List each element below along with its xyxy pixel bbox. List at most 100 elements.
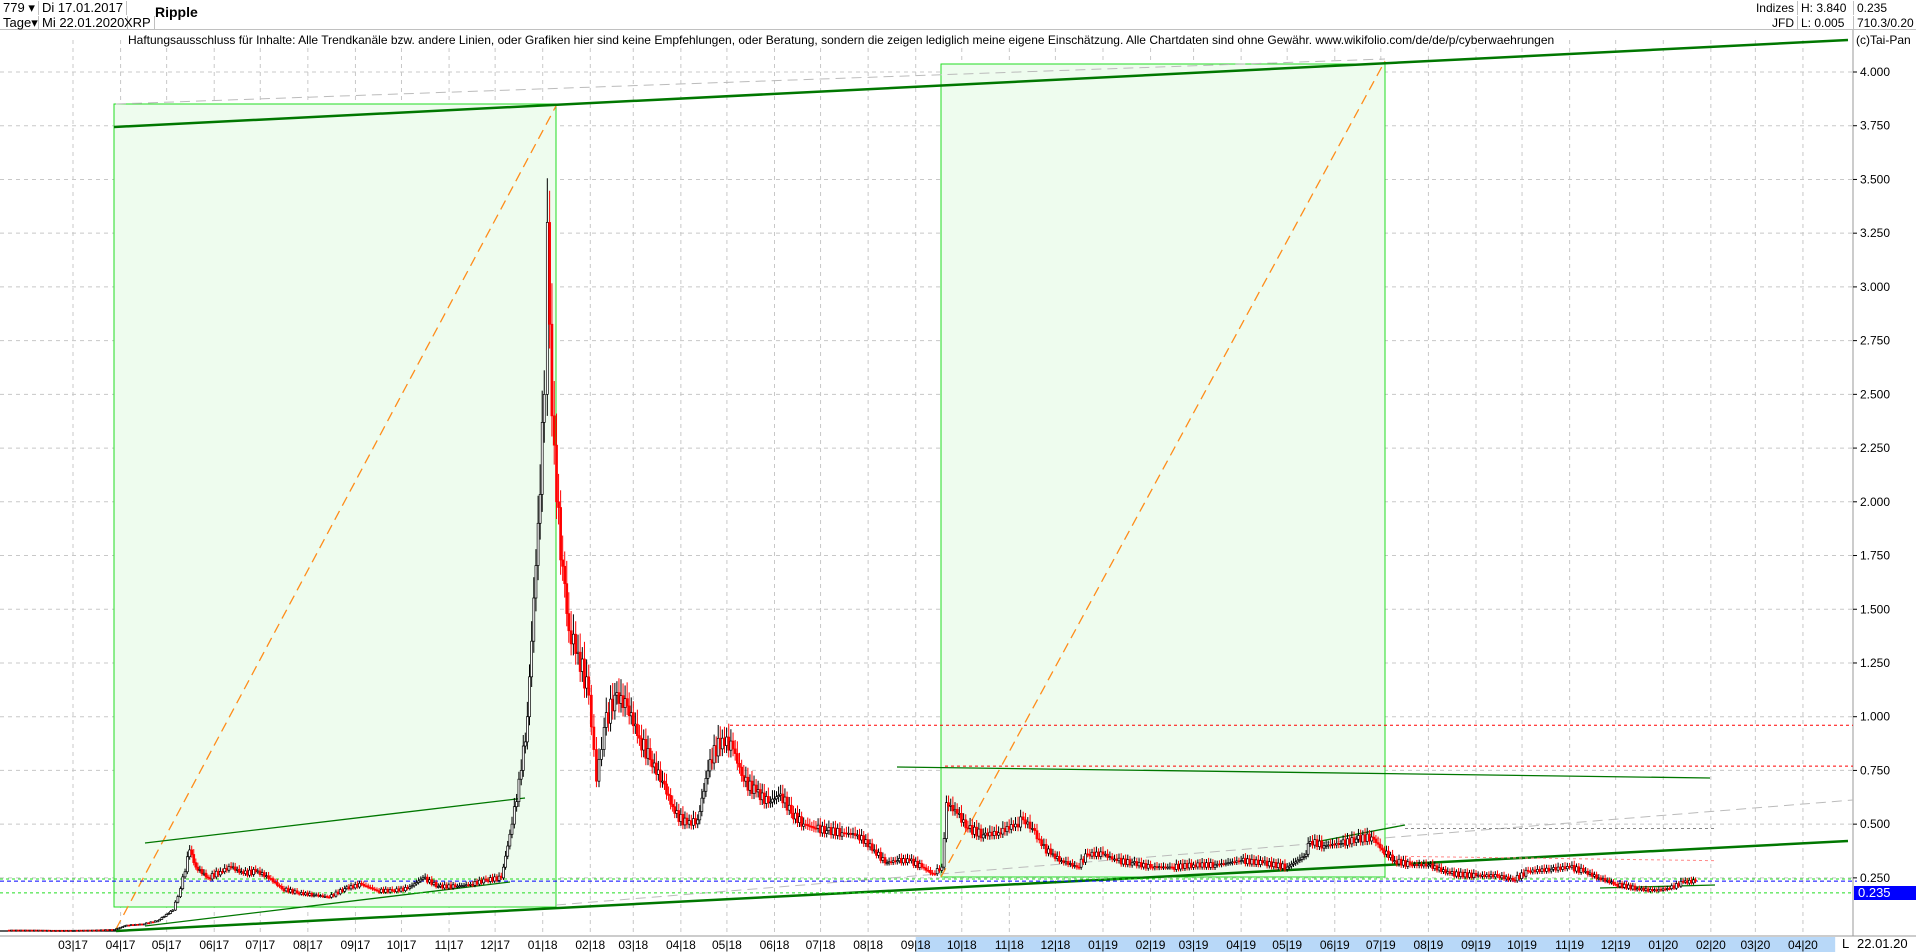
candle-body bbox=[1187, 862, 1191, 869]
candle-body bbox=[1446, 871, 1450, 874]
candle-body bbox=[192, 854, 196, 863]
candle-body bbox=[30, 929, 34, 932]
candle-body bbox=[1661, 888, 1665, 891]
candle-body bbox=[1175, 863, 1178, 870]
candle-body bbox=[777, 795, 780, 798]
last-value: 0.235 bbox=[1857, 1, 1888, 15]
candle-body bbox=[538, 494, 542, 524]
y-tick-label: 0.250 bbox=[1860, 871, 1890, 885]
candle-body bbox=[254, 869, 258, 872]
period-unit-select[interactable]: Tage▾ bbox=[0, 16, 38, 30]
candle-body bbox=[1545, 867, 1548, 872]
candle-body bbox=[597, 758, 601, 782]
candle-body bbox=[1620, 882, 1624, 888]
candle-body bbox=[1444, 869, 1447, 874]
candle-body bbox=[93, 929, 96, 932]
candle-body bbox=[1655, 889, 1659, 892]
candle-body bbox=[1590, 872, 1594, 877]
candle-body bbox=[613, 694, 617, 712]
candle-body bbox=[1164, 866, 1167, 869]
candle-body bbox=[1037, 838, 1041, 841]
candle-body bbox=[336, 891, 340, 895]
candle-body bbox=[1235, 860, 1239, 863]
candle-body bbox=[1261, 860, 1264, 864]
candle-body bbox=[90, 929, 94, 932]
candle-body bbox=[1504, 876, 1508, 880]
candle-body bbox=[988, 831, 992, 837]
candle-body bbox=[1582, 867, 1585, 872]
candle-body bbox=[856, 834, 859, 837]
candle-body bbox=[147, 922, 151, 925]
y-tick-label: 4.000 bbox=[1860, 65, 1890, 79]
candle-body bbox=[953, 808, 957, 812]
candle-body bbox=[1500, 875, 1504, 879]
gray-dashed-line bbox=[555, 799, 1854, 906]
candle-body bbox=[508, 833, 512, 847]
candle-body bbox=[960, 812, 963, 823]
candle-body bbox=[1281, 863, 1285, 869]
candle-body bbox=[1024, 819, 1027, 825]
candle-body bbox=[497, 875, 501, 881]
candle-body bbox=[1007, 826, 1011, 830]
candle-body bbox=[149, 921, 153, 924]
candle-body bbox=[834, 827, 837, 836]
period-count-select[interactable]: 779 ▾ bbox=[0, 1, 38, 15]
candle-body bbox=[338, 889, 342, 895]
trend-line bbox=[144, 797, 526, 844]
candle-body bbox=[129, 924, 133, 927]
candle-body bbox=[585, 676, 588, 689]
candle-body bbox=[642, 739, 646, 751]
candle-body bbox=[842, 832, 846, 835]
candle-body bbox=[955, 808, 959, 814]
candle-body bbox=[482, 878, 486, 884]
candle-body bbox=[1648, 888, 1652, 892]
candle-body bbox=[583, 658, 586, 689]
candle-body bbox=[1629, 884, 1633, 890]
candle-body bbox=[1365, 833, 1369, 842]
candle-body bbox=[821, 825, 824, 834]
candle-body bbox=[962, 819, 965, 823]
candle-body bbox=[225, 868, 229, 871]
candle-body bbox=[1498, 875, 1502, 879]
candle-body bbox=[312, 894, 316, 897]
candle-body bbox=[1241, 857, 1245, 862]
candle-body bbox=[1393, 860, 1396, 863]
date-from[interactable]: Di 17.01.2017 bbox=[38, 1, 127, 15]
candle-body bbox=[1151, 866, 1155, 869]
candle-body bbox=[19, 929, 23, 932]
candle-body bbox=[1290, 863, 1293, 867]
candle-body bbox=[28, 929, 32, 932]
candle-body bbox=[981, 834, 985, 839]
candle-body bbox=[1448, 871, 1452, 874]
candle-body bbox=[1095, 851, 1098, 857]
candle-body bbox=[1487, 874, 1491, 878]
candle-body bbox=[847, 832, 850, 835]
candle-body bbox=[733, 748, 737, 754]
candle-body bbox=[97, 929, 101, 932]
candle-body bbox=[276, 882, 279, 886]
candle-body bbox=[731, 740, 735, 750]
candle-body bbox=[356, 884, 359, 888]
candle-body bbox=[1603, 878, 1607, 882]
candle-body bbox=[851, 833, 855, 835]
candle-body bbox=[364, 885, 368, 888]
candle-body bbox=[879, 851, 883, 861]
candle-body bbox=[1522, 872, 1526, 877]
candle-body bbox=[595, 749, 598, 782]
candle-body bbox=[1270, 861, 1273, 868]
candle-body bbox=[99, 929, 103, 932]
date-to[interactable]: Mi 22.01.2020 bbox=[38, 16, 129, 30]
axis-end-date: 22.01.20 bbox=[1857, 936, 1908, 951]
copyright: (c)Tai-Pan bbox=[1856, 33, 1911, 47]
chart-header: 779 ▾ Tage▾ Di 17.01.2017 Mi 22.01.2020 … bbox=[0, 0, 1916, 30]
candle-body bbox=[1117, 857, 1121, 862]
y-tick-label: 3.750 bbox=[1860, 119, 1890, 133]
candle-body bbox=[552, 415, 556, 446]
candle-body bbox=[727, 736, 731, 751]
candle-body bbox=[1605, 879, 1609, 882]
candle-body bbox=[477, 879, 481, 885]
candle-body bbox=[176, 896, 180, 903]
candle-body bbox=[43, 929, 47, 932]
candle-body bbox=[1259, 860, 1262, 865]
trend-line bbox=[115, 839, 1849, 933]
